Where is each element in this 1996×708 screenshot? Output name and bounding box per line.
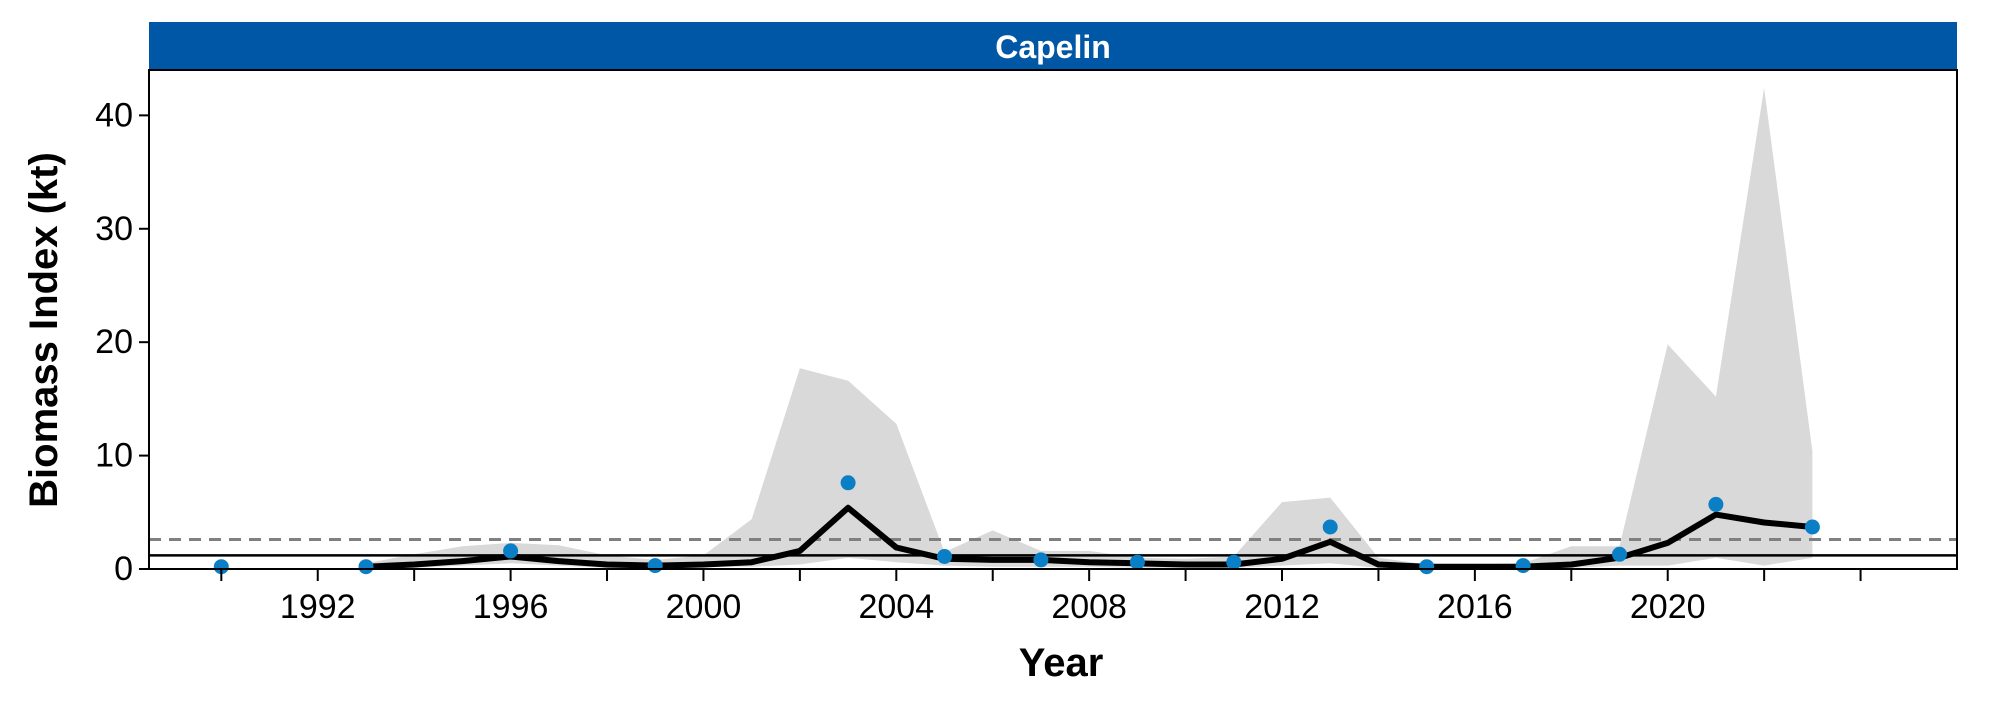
confidence-ribbon	[366, 88, 1813, 569]
x-tick-label-1996: 1996	[473, 588, 549, 626]
y-tick-label-0: 0	[114, 550, 133, 588]
y-tick-label-30: 30	[95, 210, 133, 248]
data-point-2015	[1419, 559, 1435, 575]
data-point-2011	[1226, 554, 1242, 570]
data-point-2021	[1708, 496, 1724, 512]
axes: 1992 1996 2000 2004 2008 2012 2016 2020 0 10 20 30 4…	[95, 96, 1862, 626]
data-point-1999	[647, 558, 663, 574]
x-tick-label-2008: 2008	[1051, 588, 1127, 626]
data-point-2017	[1515, 558, 1531, 574]
y-tick-label-40: 40	[95, 96, 133, 134]
data-point-2019	[1612, 546, 1627, 562]
facet-strip-label: Capelin	[995, 29, 1111, 65]
data-point-1990	[213, 559, 229, 575]
data-point-2023	[1804, 519, 1820, 535]
y-tick-label-10: 10	[95, 437, 133, 475]
data-point-2013	[1322, 519, 1338, 535]
data-point-2009	[1129, 554, 1145, 570]
data-point-1993	[358, 559, 374, 575]
y-axis-title: Biomass Index (kt)	[22, 152, 66, 508]
x-axis-title: Year	[1019, 641, 1104, 685]
x-tick-label-1992: 1992	[280, 588, 356, 626]
data-point-1996	[503, 543, 519, 559]
data-point-2003	[840, 475, 856, 491]
x-tick-label-2020: 2020	[1630, 588, 1706, 626]
facet-strip	[149, 22, 1957, 70]
panel-border	[148, 69, 1958, 570]
x-tick-label-2004: 2004	[858, 588, 934, 626]
plot-area	[149, 88, 1957, 575]
y-tick-label-20: 20	[95, 323, 133, 361]
x-tick-label-2012: 2012	[1244, 588, 1320, 626]
data-point-2007	[1033, 552, 1049, 568]
series-line	[363, 504, 1816, 570]
data-point-2005	[937, 549, 952, 564]
x-tick-label-2000: 2000	[666, 588, 742, 626]
x-tick-label-2016: 2016	[1437, 588, 1513, 626]
